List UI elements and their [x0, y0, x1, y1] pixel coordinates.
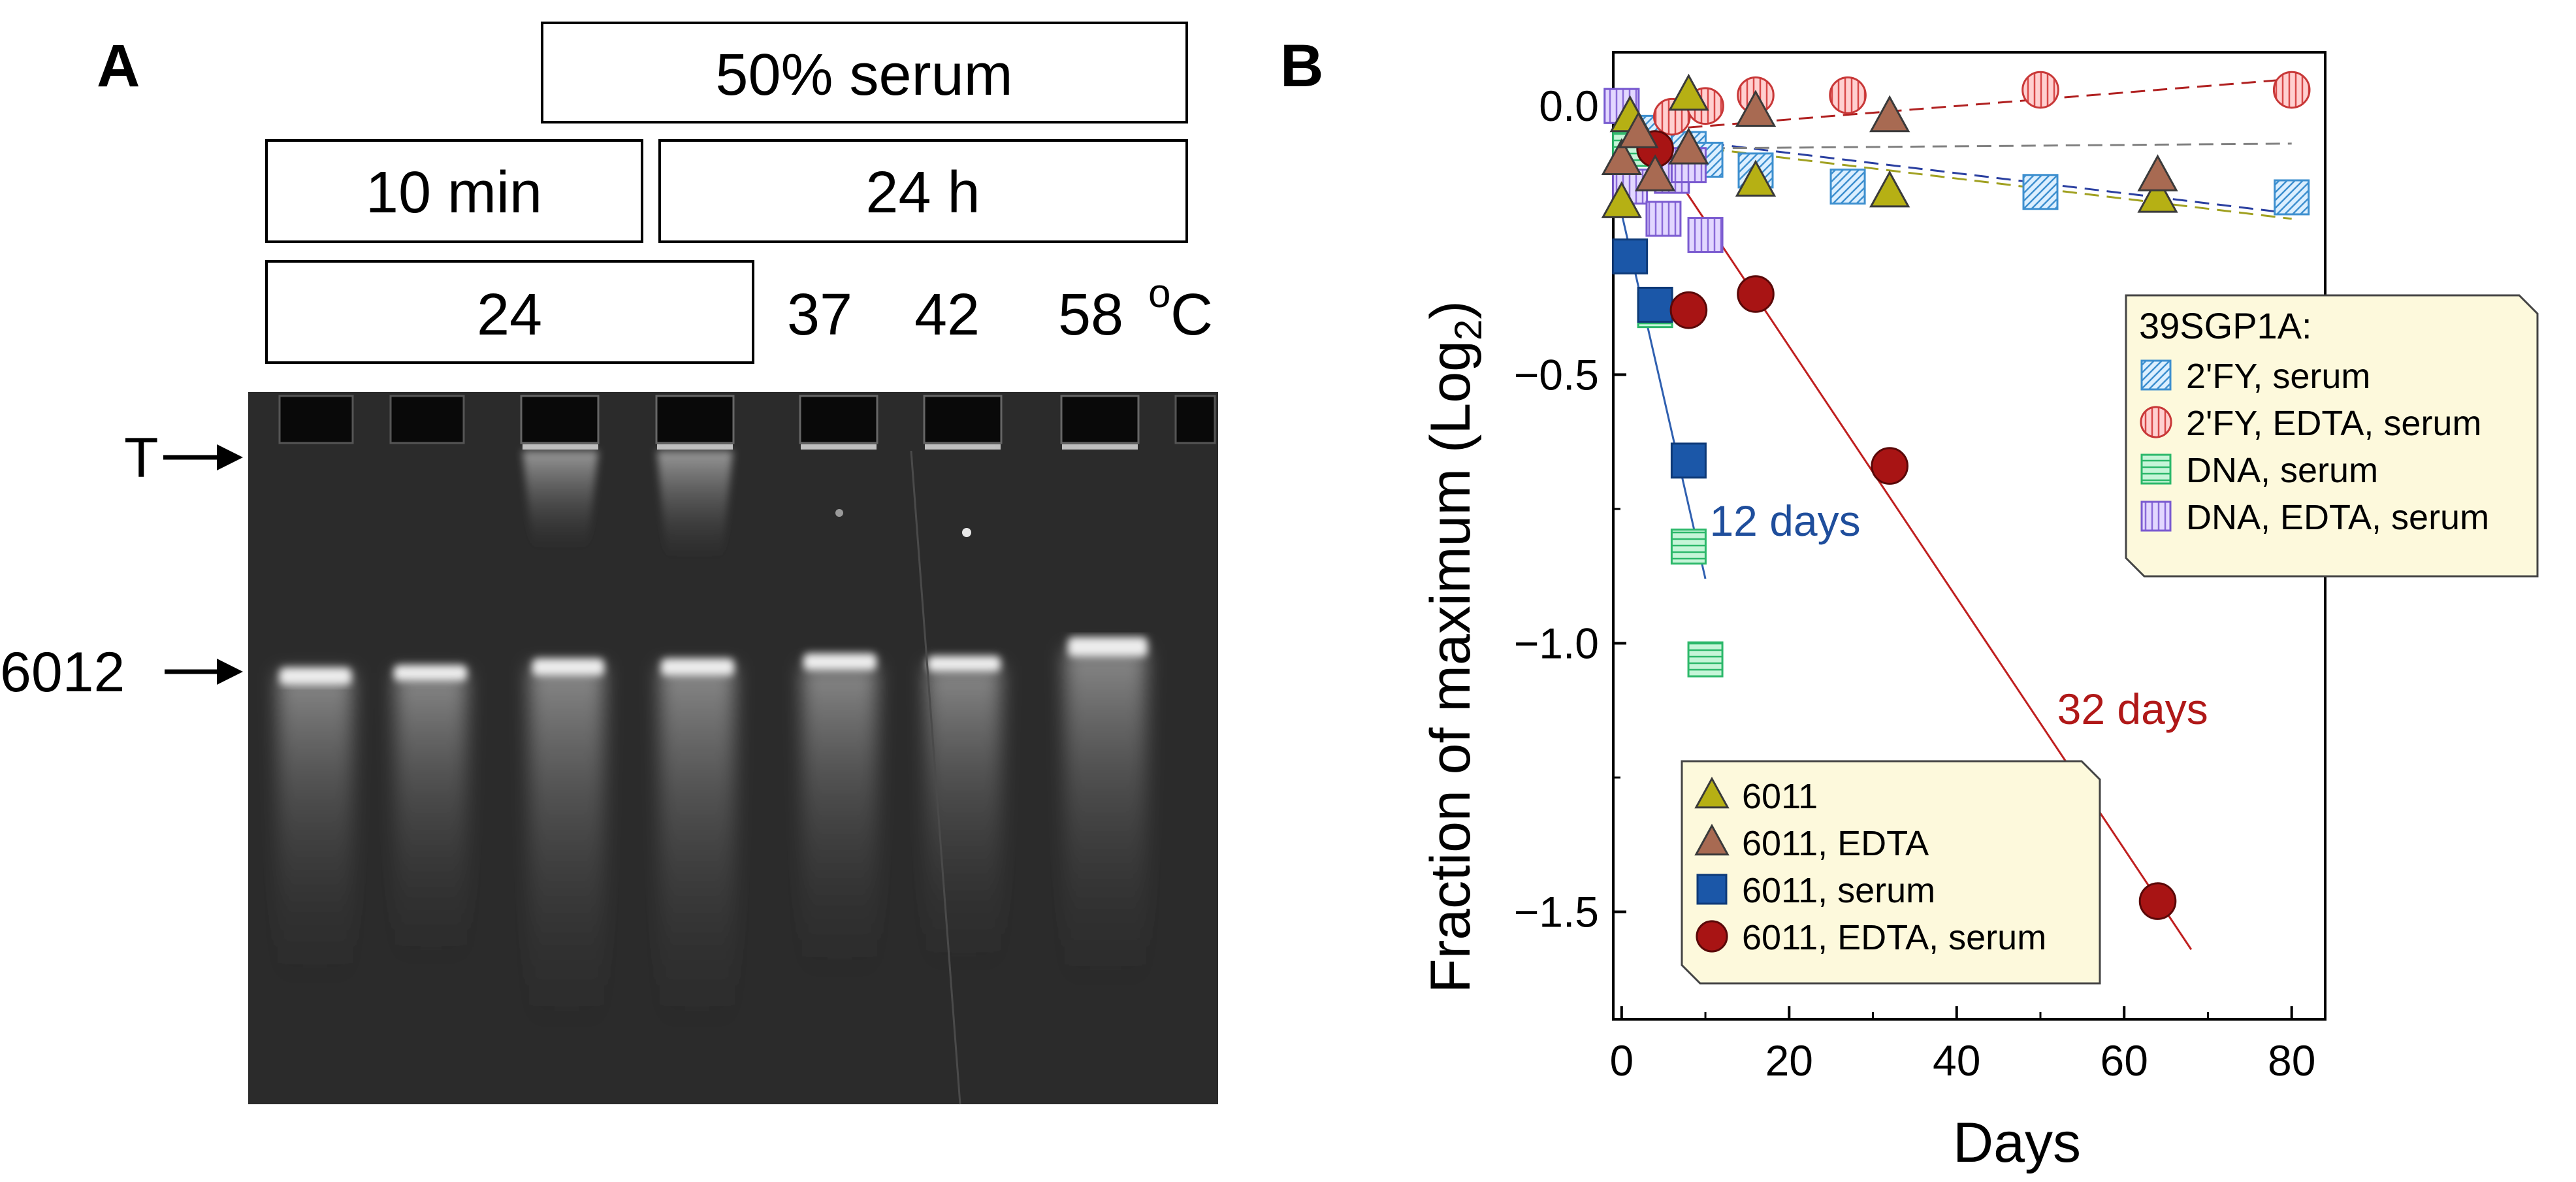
- legend-entry: 6011, EDTA: [1742, 824, 1929, 863]
- legend-box: [2125, 294, 2539, 578]
- data-point: [1645, 201, 1682, 237]
- temp-24-text: 24: [477, 282, 542, 348]
- x-tick-label: 80: [2268, 1036, 2315, 1085]
- data-point: [1601, 138, 1642, 176]
- marker-6012-arrowhead: [217, 659, 243, 685]
- temp-58-text: 58: [1058, 282, 1123, 348]
- data-point: [1687, 641, 1724, 678]
- data-point: [1670, 528, 1707, 565]
- data-point: [1601, 181, 1642, 218]
- temp-37-text: 37: [787, 282, 852, 348]
- time-24h-text: 24 h: [865, 160, 980, 225]
- legend-marker: [2140, 359, 2172, 391]
- legend-entry: 6011, serum: [1742, 871, 1935, 910]
- panel-a-label: A: [97, 33, 140, 99]
- marker-t-label: T: [124, 427, 159, 489]
- time-10min-text: 10 min: [366, 160, 542, 225]
- data-point: [1668, 73, 1709, 111]
- data-point: [1869, 170, 1910, 208]
- fit-line: [1621, 142, 2292, 150]
- x-axis-title: Days: [1953, 1111, 2081, 1174]
- temp-unit-degree: o: [1148, 271, 1170, 316]
- legend-marker: [1696, 874, 1728, 905]
- temp-42-text: 42: [914, 282, 980, 348]
- fit-line: [1621, 131, 2292, 215]
- data-point: [1637, 286, 1673, 323]
- y-tick-label: 0.0: [1539, 82, 1599, 130]
- legend-entry: DNA, EDTA, serum: [2186, 498, 2489, 537]
- gel-wells: [278, 395, 1216, 444]
- x-tick-label: 40: [1933, 1036, 1980, 1085]
- gel-figure: A 50% serum 10 min 24 h 24 37 42 58 o C: [0, 22, 1218, 1105]
- plot-area: 0 20 40 60 80 0.0 −0.5 −1.0 −1.5 12 days 32 days 39…: [1514, 51, 2539, 1085]
- legend-marker: [1694, 776, 1730, 809]
- data-point: [2137, 154, 2178, 191]
- legend-marker: [2140, 501, 2172, 532]
- data-point: [1687, 217, 1724, 254]
- data-point: [2138, 882, 2177, 920]
- data-point: [2137, 175, 2178, 213]
- serum-header-box: [541, 22, 1188, 123]
- legend-entry: 2'FY, serum: [2186, 357, 2370, 396]
- legend-entry: DNA, serum: [2186, 451, 2378, 490]
- x-tick-label: 0: [1609, 1036, 1634, 1085]
- data-point: [2272, 71, 2311, 109]
- legend-title: 39SGP1A:: [2139, 305, 2312, 346]
- data-point: [1737, 275, 1775, 313]
- legend-marker: [1696, 920, 1728, 953]
- panel-b-label: B: [1280, 33, 1323, 99]
- data-point: [1829, 76, 1867, 114]
- data-point: [1668, 127, 1709, 165]
- serum-header-text: 50% serum: [715, 42, 1012, 108]
- data-point: [1612, 238, 1649, 274]
- legend-box: [1681, 760, 2101, 985]
- legend-marker: [1694, 823, 1730, 856]
- fit-line: [1621, 78, 2292, 134]
- time-10min-box: [265, 139, 643, 243]
- fit-line: [1621, 137, 2292, 220]
- data-point: [1871, 447, 1908, 485]
- data-point: [2022, 174, 2059, 210]
- panel-a: A 50% serum 10 min 24 h 24 37 42 58 o C: [0, 0, 1261, 1179]
- panel-b: B Fraction of maximum (Log2) Days 0 20 40 6…: [1261, 0, 2576, 1179]
- data-point: [1669, 291, 1708, 329]
- data-point: [1634, 154, 1676, 191]
- gel-bands: [280, 637, 1148, 685]
- data-point: [1670, 442, 1707, 479]
- gel-image: [248, 392, 1218, 1105]
- data-point: [1618, 111, 1659, 148]
- x-tick-label: 60: [2101, 1036, 2148, 1085]
- data-point: [2274, 179, 2310, 216]
- y-tick-label: −1.0: [1514, 619, 1599, 667]
- data-point: [2021, 71, 2059, 109]
- legend-entry: 6011, EDTA, serum: [1742, 918, 2046, 957]
- y-axis-title: Fraction of maximum (Log2): [1419, 301, 1490, 993]
- marker-6012-label: 6012: [0, 641, 125, 704]
- annotation-label: 12 days: [1709, 497, 1860, 545]
- legend-marker: [2140, 406, 2172, 438]
- marker-t-arrowhead: [217, 444, 243, 470]
- legend-entry: 6011: [1742, 777, 1818, 816]
- data-point: [1735, 90, 1777, 127]
- temp-unit-c: C: [1170, 282, 1213, 348]
- data-point: [1869, 95, 1910, 133]
- y-tick-label: −1.5: [1514, 888, 1599, 936]
- temp-24-box: [265, 260, 754, 364]
- legend-marker: [2140, 453, 2172, 485]
- annotation-label: 32 days: [2057, 685, 2208, 733]
- y-tick-label: −0.5: [1514, 350, 1599, 399]
- legend-entry: 2'FY, EDTA, serum: [2186, 404, 2481, 443]
- data-point: [1829, 169, 1866, 205]
- degradation-chart: B Fraction of maximum (Log2) Days 0 20 40 6…: [1280, 33, 2539, 1174]
- time-24h-box: [658, 139, 1188, 243]
- x-tick-label: 20: [1765, 1036, 1813, 1085]
- data-point: [1735, 159, 1777, 197]
